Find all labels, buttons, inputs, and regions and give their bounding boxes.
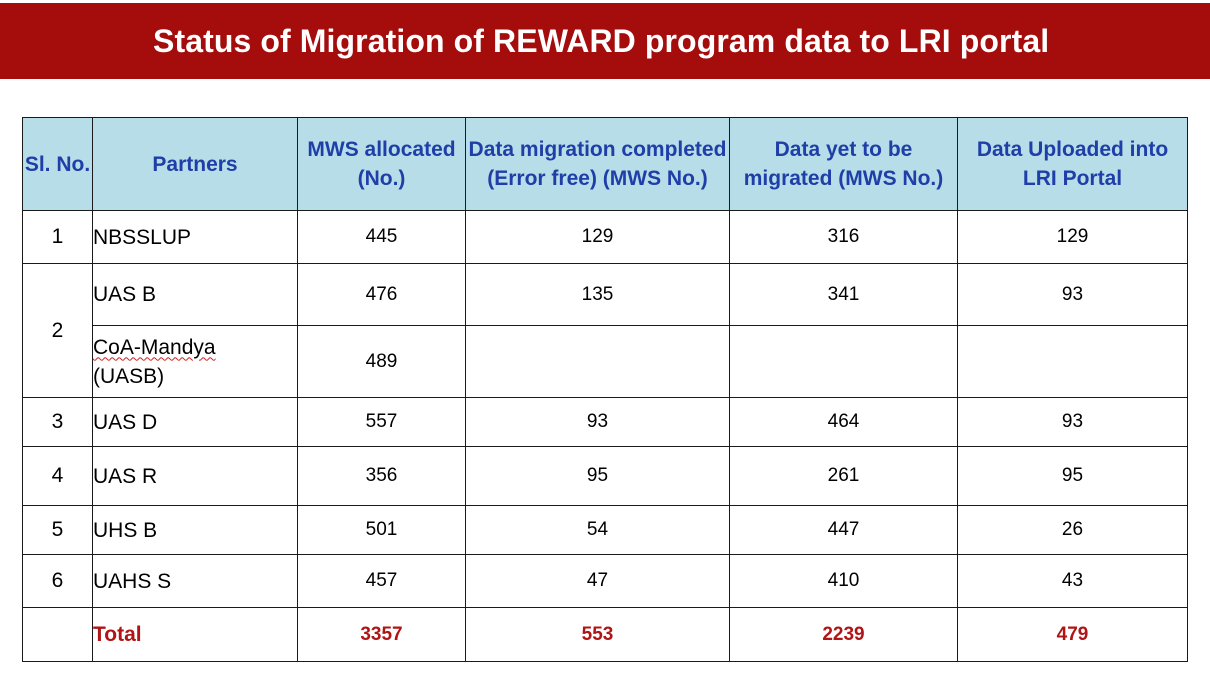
cell-uploaded: 26 bbox=[957, 505, 1188, 555]
cell-sl: 4 bbox=[22, 446, 93, 506]
table-row: 3 UAS D 557 93 464 93 bbox=[22, 397, 1188, 447]
cell-completed: 54 bbox=[465, 505, 730, 555]
table-row: 5 UHS B 501 54 447 26 bbox=[22, 505, 1188, 555]
cell-uploaded: 95 bbox=[957, 446, 1188, 506]
total-mws: 3357 bbox=[297, 607, 466, 662]
cell-sl-empty bbox=[22, 607, 93, 662]
cell-completed: 135 bbox=[465, 263, 730, 326]
cell-partner: UAS D bbox=[92, 397, 298, 447]
partner-name-line2: (UASB) bbox=[93, 364, 165, 388]
cell-partner: UHS B bbox=[92, 505, 298, 555]
cell-yet: 410 bbox=[729, 554, 958, 608]
cell-uploaded: 93 bbox=[957, 397, 1188, 447]
migration-status-table: Sl. No. Partners MWS allocated (No.) Dat… bbox=[22, 117, 1188, 662]
cell-mws: 557 bbox=[297, 397, 466, 447]
cell-yet bbox=[729, 325, 958, 398]
total-yet: 2239 bbox=[729, 607, 958, 662]
total-uploaded: 479 bbox=[957, 607, 1188, 662]
cell-sl: 2 bbox=[22, 263, 93, 398]
table-row: 4 UAS R 356 95 261 95 bbox=[22, 446, 1188, 506]
title-banner: Status of Migration of REWARD program da… bbox=[0, 3, 1210, 79]
cell-partner: UAHS S bbox=[92, 554, 298, 608]
header-mws-allocated: MWS allocated (No.) bbox=[297, 117, 466, 211]
cell-uploaded: 129 bbox=[957, 210, 1188, 264]
cell-partner: UAS R bbox=[92, 446, 298, 506]
cell-sl: 3 bbox=[22, 397, 93, 447]
cell-yet: 261 bbox=[729, 446, 958, 506]
cell-completed: 95 bbox=[465, 446, 730, 506]
cell-sl: 5 bbox=[22, 505, 93, 555]
header-sl-no: Sl. No. bbox=[22, 117, 93, 211]
cell-uploaded: 43 bbox=[957, 554, 1188, 608]
cell-yet: 341 bbox=[729, 263, 958, 326]
table-header-row: Sl. No. Partners MWS allocated (No.) Dat… bbox=[22, 117, 1188, 211]
cell-mws: 445 bbox=[297, 210, 466, 264]
header-migration-completed: Data migration completed (Error free) (M… bbox=[465, 117, 730, 211]
cell-mws: 356 bbox=[297, 446, 466, 506]
partner-name-line1: CoA-Mandya bbox=[93, 335, 216, 359]
cell-yet: 464 bbox=[729, 397, 958, 447]
cell-sl: 1 bbox=[22, 210, 93, 264]
header-yet-to-migrate: Data yet to be migrated (MWS No.) bbox=[729, 117, 958, 211]
cell-mws: 501 bbox=[297, 505, 466, 555]
cell-uploaded bbox=[957, 325, 1188, 398]
table-row: 2 UAS B 476 135 341 93 bbox=[22, 263, 1188, 398]
table-row: 6 UAHS S 457 47 410 43 bbox=[22, 554, 1188, 608]
cell-completed: 129 bbox=[465, 210, 730, 264]
cell-partner: NBSSLUP bbox=[92, 210, 298, 264]
table-row: CoA-Mandya (UASB) 489 bbox=[23, 325, 1188, 398]
cell-mws: 457 bbox=[297, 554, 466, 608]
cell-mws: 489 bbox=[297, 325, 466, 398]
total-label: Total bbox=[92, 607, 298, 662]
total-completed: 553 bbox=[465, 607, 730, 662]
table-row: 1 NBSSLUP 445 129 316 129 bbox=[22, 210, 1188, 264]
cell-completed bbox=[465, 325, 730, 398]
cell-uploaded: 93 bbox=[957, 263, 1188, 326]
header-uploaded-lri: Data Uploaded into LRI Portal bbox=[957, 117, 1188, 211]
page-title: Status of Migration of REWARD program da… bbox=[153, 23, 1050, 59]
cell-yet: 447 bbox=[729, 505, 958, 555]
cell-sl: 6 bbox=[22, 554, 93, 608]
header-partners: Partners bbox=[92, 117, 298, 211]
cell-partner: UAS B bbox=[92, 263, 298, 326]
cell-completed: 93 bbox=[465, 397, 730, 447]
cell-yet: 316 bbox=[729, 210, 958, 264]
total-row: Total 3357 553 2239 479 bbox=[22, 607, 1188, 662]
cell-partner: CoA-Mandya (UASB) bbox=[92, 325, 298, 398]
cell-completed: 47 bbox=[465, 554, 730, 608]
cell-mws: 476 bbox=[297, 263, 466, 326]
